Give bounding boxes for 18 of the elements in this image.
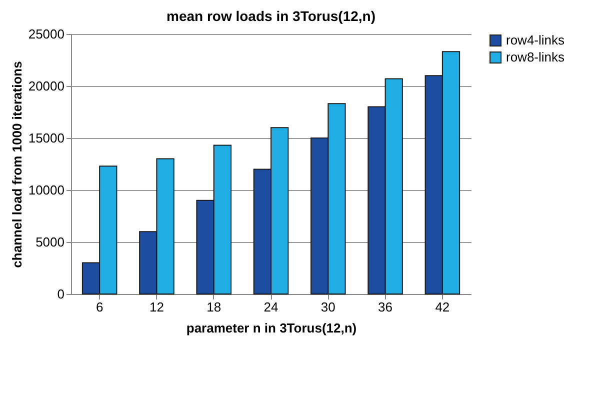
x-tick-label: 24 <box>264 300 278 314</box>
y-tick-label: 5000 <box>36 234 64 250</box>
x-tick-label: 36 <box>378 300 393 314</box>
y-tick-label: 0 <box>57 286 64 302</box>
y-tick-label: 20000 <box>28 78 64 94</box>
y-tick-label: 15000 <box>28 130 64 146</box>
y-axis-title: channel load from 1000 iterations <box>9 61 24 268</box>
y-tick-label: 25000 <box>28 26 64 42</box>
y-tick-label: 10000 <box>28 182 64 198</box>
x-tick-label: 42 <box>435 300 450 314</box>
legend-label: row8-links <box>506 50 566 64</box>
x-tick-label: 12 <box>149 300 164 314</box>
x-tick-label: 6 <box>96 300 104 314</box>
x-axis-title: parameter n in 3Torus(12,n) <box>186 320 357 336</box>
x-tick-label: 18 <box>206 300 222 314</box>
chart-title: mean row loads in 3Torus(12,n) <box>166 8 376 24</box>
x-tick-label: 30 <box>320 300 336 314</box>
legend-label: row4-links <box>506 32 566 48</box>
